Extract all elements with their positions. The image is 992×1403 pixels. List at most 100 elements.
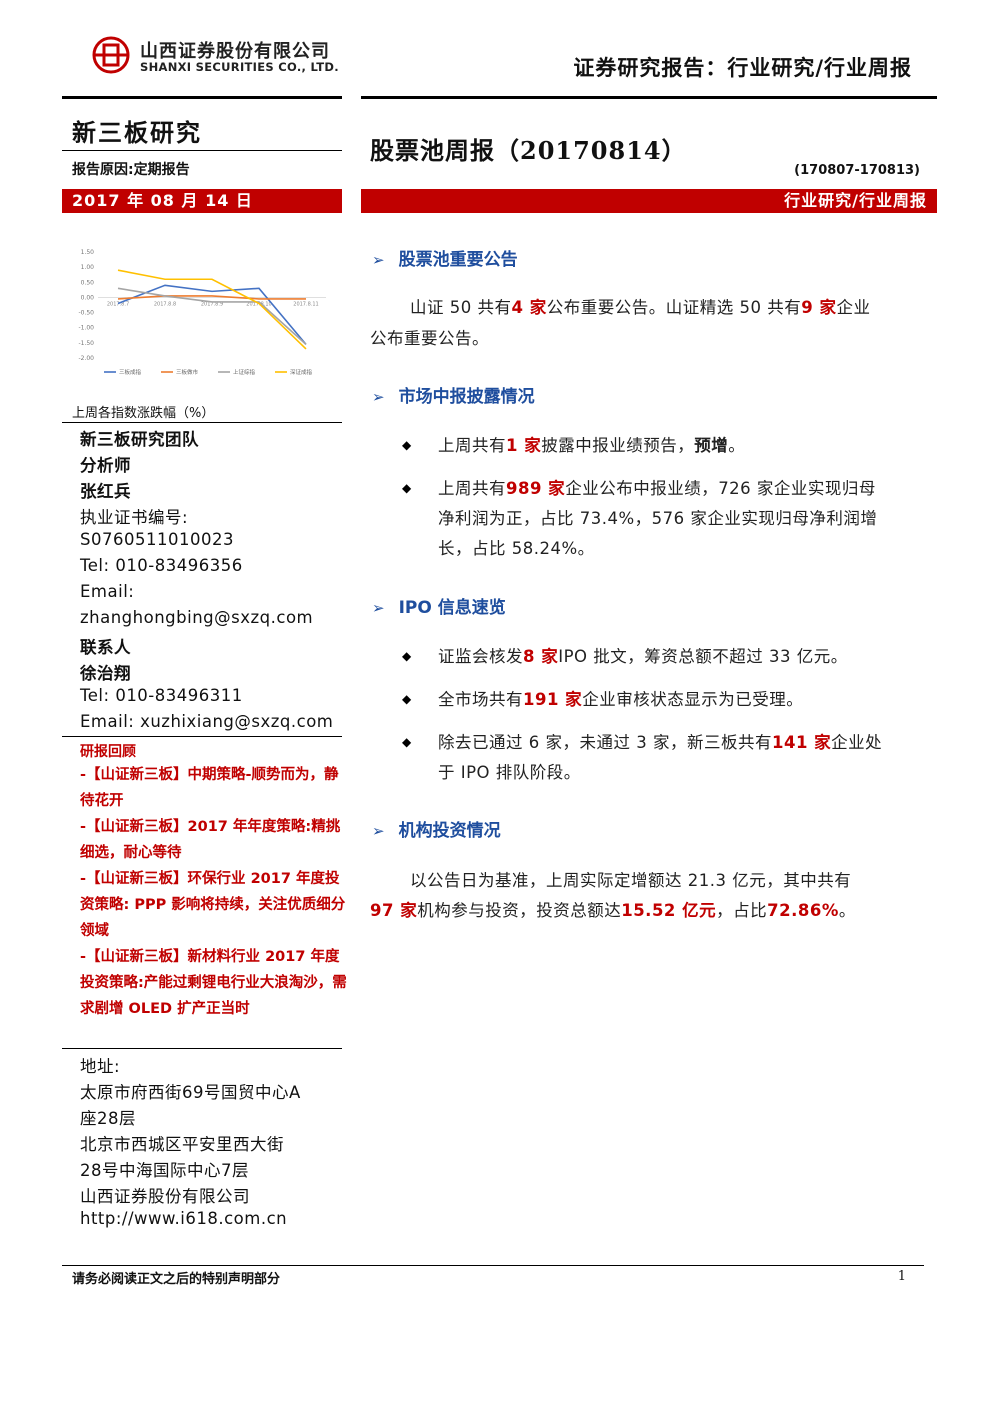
paragraph-continued: 公布重要公告。 — [370, 329, 489, 348]
legend-label: 深证成指 — [290, 368, 313, 376]
y-tick-label: 0.00 — [81, 294, 95, 301]
address-line: 座28层 — [80, 1109, 136, 1128]
report-reason: 报告原因:定期报告 — [72, 162, 190, 178]
bullet-item: 上周共有1 家披露中报业绩预告，预增。 — [438, 431, 745, 461]
paragraph-line: 以公告日为基准，上周实际定增额达 21.3 亿元，其中共有 — [370, 866, 936, 896]
report-period: (170807-170813) — [794, 163, 920, 178]
review-title: 研报回顾 — [80, 744, 136, 760]
company-logo — [92, 36, 130, 74]
y-tick-label: -2.00 — [78, 355, 94, 362]
text: 企业审核状态显示为已受理。 — [582, 690, 804, 709]
text: 上周共有 — [438, 436, 506, 455]
address-line: 山西证券股份有限公司 — [80, 1187, 250, 1206]
text: 企业公布中报业绩，726 家企业实现归母 — [565, 479, 876, 498]
category-bar: 行业研究/行业周报 — [361, 189, 937, 213]
analyst-email: zhanghongbing@sxzq.com — [80, 608, 314, 627]
y-tick-label: 0.50 — [81, 279, 95, 286]
bullet-item: 上周共有989 家企业公布中报业绩，726 家企业实现归母 净利润为正，占比 7… — [438, 474, 936, 564]
legend-label: 三板做市 — [176, 368, 199, 376]
bullet-line: 长，占比 58.24%。 — [438, 539, 595, 558]
contact-rule — [62, 736, 342, 737]
text: ，占比 — [716, 901, 768, 920]
cert-label: 执业证书编号: — [80, 508, 189, 527]
text: 披露中报业绩预告， — [541, 436, 695, 455]
highlight-number: 8 家 — [523, 647, 559, 666]
page-number: 1 — [897, 1269, 906, 1284]
series-line — [117, 269, 307, 350]
section-heading: ➢ 股票池重要公告 — [372, 245, 518, 270]
header-rule-left — [62, 96, 342, 99]
review-item[interactable]: -【山证新三板】环保行业 2017 年度投资策略: PPP 影响将持续，关注优质… — [80, 871, 346, 939]
text: 证监会核发 — [438, 647, 523, 666]
review-item[interactable]: -【山证新三板】中期策略-顺势而为，静待花开 — [80, 767, 339, 809]
review-item[interactable]: -【山证新三板】2017 年年度策略:精挑细选，耐心等待 — [80, 819, 341, 861]
highlight-number: 989 家 — [506, 479, 566, 498]
email-label: Email: — [80, 582, 135, 601]
arrow-icon: ➢ — [372, 388, 385, 406]
website-link[interactable]: http://www.i618.com.cn — [80, 1209, 288, 1228]
review-rule — [62, 1048, 342, 1049]
text: 除去已通过 6 家，未通过 3 家，新三板共有 — [438, 733, 772, 752]
highlight-number: 1 家 — [506, 436, 542, 455]
footer-rule — [62, 1265, 924, 1266]
address-label: 地址: — [80, 1057, 121, 1076]
text: 。 — [728, 436, 746, 455]
section-heading-label: 市场中报披露情况 — [398, 387, 535, 407]
diamond-bullet-icon: ◆ — [402, 649, 412, 663]
caption-rule — [62, 422, 342, 423]
diamond-bullet-icon: ◆ — [402, 692, 412, 706]
highlight-number: 191 家 — [523, 690, 583, 709]
bullet-item: 除去已通过 6 家，未通过 3 家，新三板共有141 家企业处 于 IPO 排队… — [438, 728, 936, 788]
legend-label: 上证综指 — [233, 368, 256, 376]
text: 上周共有 — [438, 479, 506, 498]
highlight-number: 9 家 — [801, 298, 837, 317]
address-line: 北京市西城区平安里西大街 — [80, 1135, 284, 1154]
report-date-bar: 2017 年 08 月 14 日 — [62, 189, 342, 213]
series-line — [117, 295, 306, 300]
text: 山证 50 共有 — [410, 298, 512, 317]
diamond-bullet-icon: ◆ — [402, 735, 412, 749]
analyst-label: 分析师 — [80, 456, 131, 475]
chart-caption: 上周各指数涨跌幅（%） — [72, 406, 215, 421]
arrow-icon: ➢ — [372, 599, 385, 617]
section-divider — [62, 150, 342, 151]
text: IPO 批文，筹资总额不超过 33 亿元。 — [558, 647, 848, 666]
diamond-bullet-icon: ◆ — [402, 438, 412, 452]
review-item[interactable]: -【山证新三板】新材料行业 2017 年度投资策略:产能过剩锂电行业大浪淘沙，需… — [80, 949, 347, 1017]
bullet-item: 全市场共有191 家企业审核状态显示为已受理。 — [438, 685, 803, 715]
y-tick-label: 1.00 — [81, 264, 95, 271]
series-line — [117, 284, 307, 345]
bullet-line: 除去已通过 6 家，未通过 3 家，新三板共有141 家企业处 — [438, 728, 936, 758]
paragraph: 以公告日为基准，上周实际定增额达 21.3 亿元，其中共有 97 家机构参与投资… — [370, 866, 936, 926]
highlight-text: 预增 — [694, 436, 729, 455]
header-rule-right — [361, 96, 937, 99]
report-title: 股票池周报（20170814） — [370, 136, 687, 165]
section-heading-label: 机构投资情况 — [398, 821, 501, 841]
contact-tel: Tel: 010-83496311 — [80, 686, 243, 705]
y-tick-label: 1.50 — [81, 249, 95, 256]
text: 企业处 — [831, 733, 883, 752]
company-name-en: SHANXI SECURITIES CO., LTD. — [140, 60, 339, 74]
section-name: 新三板研究 — [72, 118, 202, 147]
y-tick-label: -1.50 — [78, 340, 94, 347]
y-tick-label: -0.50 — [78, 310, 94, 317]
bullet-item: 证监会核发8 家IPO 批文，筹资总额不超过 33 亿元。 — [438, 642, 848, 672]
text: 企业 — [836, 298, 871, 317]
series-line — [117, 287, 307, 345]
y-tick-label: -1.00 — [78, 325, 94, 332]
section-heading: ➢ 机构投资情况 — [372, 816, 501, 841]
bullet-line: 净利润为正，占比 73.4%，576 家企业实现归母净利润增 — [438, 509, 878, 528]
x-tick-label: 2017.8.7 — [107, 301, 129, 307]
legend-label: 三板成指 — [119, 368, 142, 376]
bullet-line: 于 IPO 排队阶段。 — [438, 763, 581, 782]
paragraph: 山证 50 共有4 家公布重要公告。山证精选 50 共有9 家企业 — [370, 293, 936, 323]
section-heading: ➢ 市场中报披露情况 — [372, 382, 535, 407]
section-heading: ➢ IPO 信息速览 — [372, 593, 506, 618]
x-tick-label: 2017.8.9 — [201, 301, 223, 307]
contact-email: Email: xuzhixiang@sxzq.com — [80, 712, 334, 731]
report-type-heading: 证券研究报告：行业研究/行业周报 — [573, 56, 912, 80]
highlight-number: 97 家 — [370, 901, 418, 920]
contact-label: 联系人 — [80, 638, 131, 657]
address-line: 太原市府西街69号国贸中心A — [80, 1083, 301, 1102]
contact-name: 徐治翔 — [80, 664, 131, 683]
